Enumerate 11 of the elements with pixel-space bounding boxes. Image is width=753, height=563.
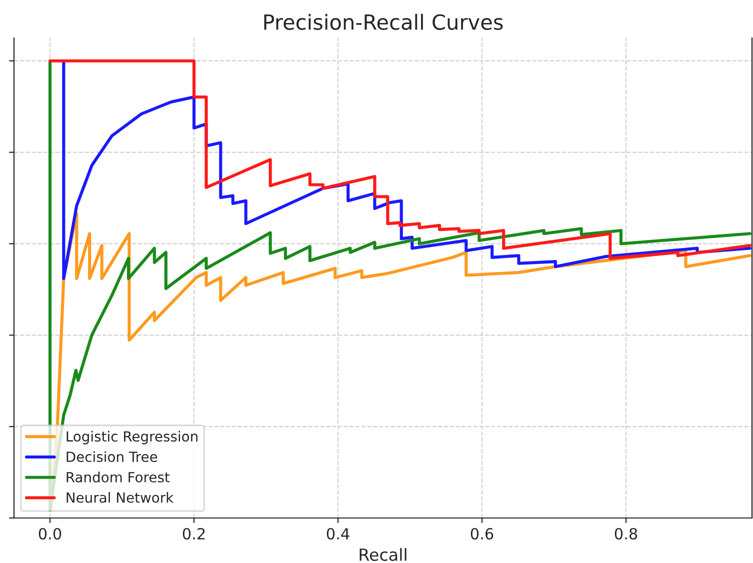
chart-title: Precision-Recall Curves xyxy=(264,14,503,30)
x-tick-label: 0.0 xyxy=(38,528,62,540)
legend-label: Neural Network xyxy=(66,492,174,503)
x-tick-label: 0.2 xyxy=(182,528,205,540)
x-tick-label: 0.6 xyxy=(470,528,494,540)
legend-label: Logistic Regression xyxy=(66,430,198,444)
legend-label: Random Forest xyxy=(66,472,170,482)
legend-label: Decision Tree xyxy=(66,451,158,462)
x-tick-label: 0.8 xyxy=(614,528,638,540)
x-tick-label: 0.4 xyxy=(326,528,350,540)
x-axis-title: Recall xyxy=(360,548,406,561)
